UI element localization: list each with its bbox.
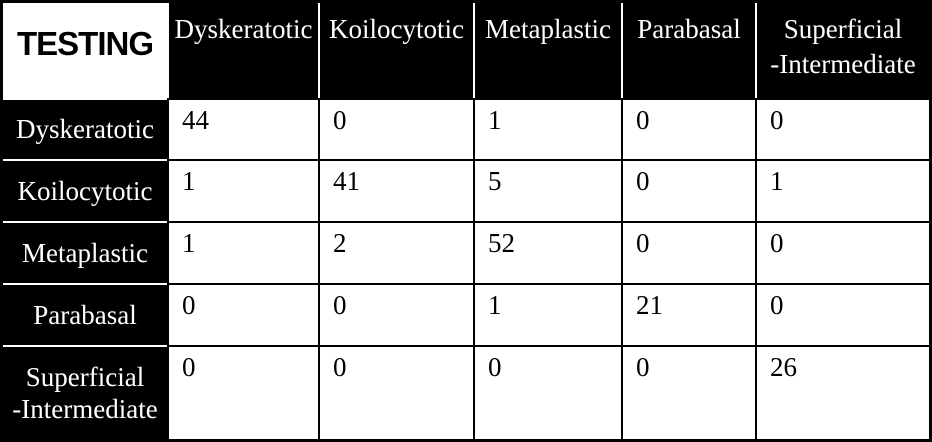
row-header-koilocytotic: Koilocytotic bbox=[3, 159, 167, 221]
matrix-cell-4-1: 0 bbox=[318, 345, 473, 439]
matrix-cell-0-2: 1 bbox=[473, 98, 621, 159]
matrix-cell-3-3: 21 bbox=[621, 283, 755, 345]
matrix-cell-4-2: 0 bbox=[473, 345, 621, 439]
matrix-cell-3-0: 0 bbox=[167, 283, 318, 345]
matrix-cell-3-4: 0 bbox=[755, 283, 929, 345]
matrix-cell-2-4: 0 bbox=[755, 221, 929, 283]
matrix-cell-1-0: 1 bbox=[167, 159, 318, 221]
matrix-cell-0-1: 0 bbox=[318, 98, 473, 159]
matrix-cell-2-3: 0 bbox=[621, 221, 755, 283]
matrix-cell-4-0: 0 bbox=[167, 345, 318, 439]
col-header-koilocytotic: Koilocytotic bbox=[318, 3, 473, 98]
matrix-cell-4-3: 0 bbox=[621, 345, 755, 439]
matrix-cell-1-3: 0 bbox=[621, 159, 755, 221]
table-row-superficial-intermediate: Superficial -Intermediate 0 0 0 0 26 bbox=[3, 345, 929, 439]
matrix-cell-0-0: 44 bbox=[167, 98, 318, 159]
matrix-cell-3-1: 0 bbox=[318, 283, 473, 345]
matrix-cell-3-2: 1 bbox=[473, 283, 621, 345]
table-row-metaplastic: Metaplastic 1 2 52 0 0 bbox=[3, 221, 929, 283]
header-row: TESTING Dyskeratotic Koilocytotic Metapl… bbox=[3, 3, 929, 98]
matrix-cell-2-0: 1 bbox=[167, 221, 318, 283]
row-header-parabasal: Parabasal bbox=[3, 283, 167, 345]
table-row-dyskeratotic: Dyskeratotic 44 0 1 0 0 bbox=[3, 98, 929, 159]
col-header-parabasal: Parabasal bbox=[621, 3, 755, 98]
matrix-cell-2-1: 2 bbox=[318, 221, 473, 283]
col-header-metaplastic: Metaplastic bbox=[473, 3, 621, 98]
row-header-metaplastic: Metaplastic bbox=[3, 221, 167, 283]
matrix-cell-0-3: 0 bbox=[621, 98, 755, 159]
matrix-cell-4-4: 26 bbox=[755, 345, 929, 439]
table-row-koilocytotic: Koilocytotic 1 41 5 0 1 bbox=[3, 159, 929, 221]
col-header-superficial-intermediate: Superficial -Intermediate bbox=[755, 3, 929, 98]
col-header-dyskeratotic: Dyskeratotic bbox=[167, 3, 318, 98]
corner-testing-label: TESTING bbox=[3, 3, 167, 98]
matrix-cell-2-2: 52 bbox=[473, 221, 621, 283]
matrix-cell-0-4: 0 bbox=[755, 98, 929, 159]
matrix-cell-1-1: 41 bbox=[318, 159, 473, 221]
matrix-cell-1-2: 5 bbox=[473, 159, 621, 221]
row-header-dyskeratotic: Dyskeratotic bbox=[3, 98, 167, 159]
table-row-parabasal: Parabasal 0 0 1 21 0 bbox=[3, 283, 929, 345]
row-header-superficial-intermediate: Superficial -Intermediate bbox=[3, 345, 167, 439]
matrix-cell-1-4: 1 bbox=[755, 159, 929, 221]
